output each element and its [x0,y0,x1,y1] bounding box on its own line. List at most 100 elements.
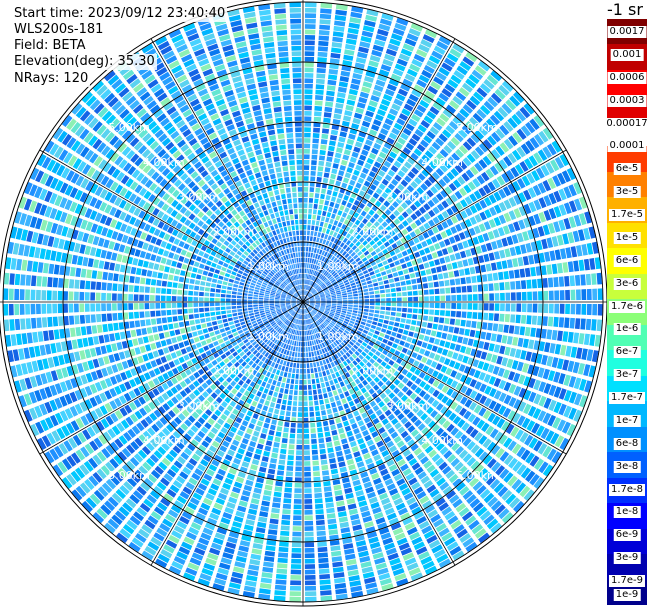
ray-bin [548,192,557,205]
ray-bin [84,303,90,312]
ray-bin [322,210,327,217]
ray-bin [26,361,34,374]
ray-bin [109,375,118,385]
ray-bin [264,400,270,406]
ray-bin [159,416,168,426]
ray-bin [384,209,392,216]
ray-bin [315,187,321,193]
ray-bin [91,325,98,334]
ray-bin [284,319,289,324]
ray-bin [499,313,505,322]
ray-bin [229,324,236,330]
ray-bin [382,93,393,102]
ray-bin [542,146,553,159]
ray-bin [560,248,567,260]
ray-bin [401,108,411,117]
ray-bin [234,561,246,569]
ray-bin [230,380,237,387]
ray-bin [446,207,454,216]
ray-bin [439,113,450,123]
ray-bin [557,172,566,185]
ray-bin [287,400,292,406]
ray-bin [581,243,588,256]
ray-bin [418,390,427,398]
ray-bin [308,335,311,341]
ray-bin [446,423,455,433]
ray-bin [258,593,271,600]
ray-bin [309,303,315,306]
ray-bin [258,360,264,367]
ray-bin [368,152,377,160]
ray-bin [227,344,233,350]
ray-bin [304,45,315,51]
ray-bin [479,83,492,94]
ray-bin [469,204,478,214]
ray-bin [583,227,591,240]
ray-bin [317,366,322,372]
ray-bin [234,344,240,350]
ray-bin [287,314,291,319]
ray-bin [372,179,380,187]
ray-bin [263,376,269,383]
ray-bin [376,487,386,496]
ray-bin [344,253,350,259]
ray-bin [309,181,315,187]
ray-bin [471,69,484,80]
ray-bin [69,405,79,417]
ray-bin [319,573,331,580]
ray-bin [377,232,384,239]
ray-bin [303,235,307,241]
ray-bin [264,305,269,308]
ray-bin [205,408,213,417]
ray-bin [104,377,113,388]
ray-bin [304,127,311,133]
ray-bin [528,437,538,449]
ray-bin [373,84,384,92]
ray-bin [329,312,335,316]
ray-bin [200,318,206,323]
ray-bin [526,315,532,325]
ray-bin [407,297,413,302]
ray-bin [501,172,510,183]
ray-bin [304,290,306,295]
ray-bin [300,325,302,331]
ray-bin [508,396,517,407]
ray-bin [434,242,441,250]
ray-bin [298,303,302,307]
ray-bin [282,310,288,314]
ray-bin [332,561,343,568]
ray-bin [532,227,540,239]
ray-bin [423,393,431,401]
ray-bin [477,284,483,292]
ray-bin [483,253,490,262]
ray-bin [122,303,128,311]
ray-bin [487,181,496,192]
ray-bin [459,250,467,259]
ray-bin [469,379,477,388]
ray-bin [305,2,317,8]
ray-bin [342,360,348,367]
ray-bin [208,404,216,412]
ray-bin [324,200,330,206]
ray-bin [573,377,582,390]
ray-bin [365,526,376,534]
ray-bin [499,468,510,480]
ray-bin [353,428,360,435]
ray-bin [384,409,392,417]
ray-bin [459,60,472,71]
ray-bin [394,63,406,72]
ray-bin [126,444,136,455]
ray-bin [146,494,157,504]
ray-bin [290,422,296,428]
ray-bin [321,269,326,275]
ray-bin [447,79,459,89]
ray-bin [177,456,186,465]
ray-bin [586,303,592,316]
ray-bin [300,347,303,352]
ray-bin [139,345,147,354]
ray-bin [337,305,342,308]
ray-bin [311,289,316,293]
ray-bin [316,350,320,356]
ray-bin [364,162,372,170]
ray-bin [538,303,543,313]
